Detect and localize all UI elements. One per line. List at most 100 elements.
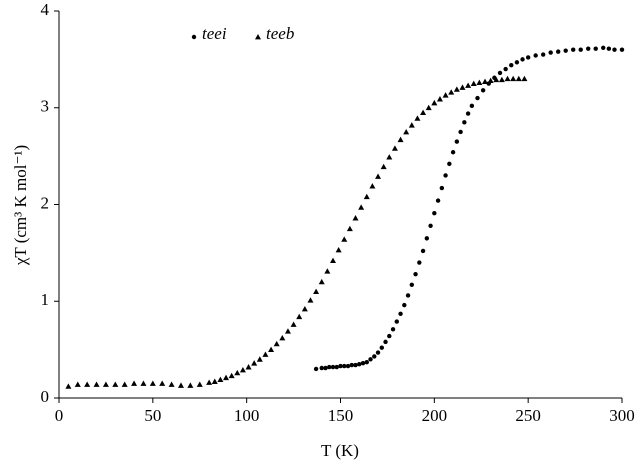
data-point [453, 86, 460, 92]
y-axis-label: χT (cm³ K mol⁻¹) [11, 145, 30, 266]
x-axis-label: T (K) [321, 441, 359, 460]
data-point [313, 288, 320, 294]
data-point [223, 374, 230, 381]
data-point [458, 129, 463, 135]
legend-label: teeb [266, 24, 294, 43]
data-point [413, 271, 418, 277]
data-point [217, 376, 224, 383]
data-point [149, 380, 156, 386]
x-tick-label: 200 [422, 406, 448, 425]
data-point [405, 293, 411, 298]
data-point [548, 50, 553, 55]
data-point [369, 183, 376, 189]
data-point [428, 223, 433, 228]
data-point [408, 122, 415, 128]
data-point [121, 381, 128, 387]
data-point [168, 381, 175, 387]
data-point [372, 354, 377, 359]
x-tick-label: 300 [609, 406, 635, 425]
data-point [397, 136, 404, 143]
data-point [476, 79, 483, 85]
data-point [514, 60, 520, 65]
data-point [465, 111, 471, 116]
data-point [436, 96, 443, 102]
data-point [425, 104, 432, 111]
data-point [206, 379, 213, 385]
data-point [284, 328, 291, 334]
data-point [262, 351, 269, 357]
data-point [358, 204, 365, 210]
x-tick-label: 50 [144, 406, 161, 425]
data-point [368, 357, 373, 362]
data-point [503, 66, 508, 72]
data-point [102, 381, 109, 387]
data-point [379, 345, 384, 350]
data-point [360, 360, 366, 366]
data-point [571, 47, 576, 52]
data-point [338, 363, 343, 369]
legend-marker [255, 34, 261, 40]
data-point [586, 46, 591, 51]
data-point [140, 380, 147, 386]
data-point [435, 198, 441, 203]
data-point [345, 363, 351, 369]
data-point [510, 75, 517, 82]
data-point [420, 109, 427, 115]
data-point [521, 75, 528, 82]
data-point [462, 120, 467, 125]
data-point [601, 45, 606, 50]
data-point [394, 319, 399, 324]
y-tick-label: 4 [41, 0, 50, 19]
x-tick-label: 0 [55, 406, 64, 425]
data-point [323, 365, 328, 371]
data-point [177, 382, 184, 388]
data-point [470, 80, 477, 86]
data-point [112, 381, 119, 387]
data-point [439, 185, 445, 191]
data-point [448, 89, 455, 95]
data-point [443, 173, 448, 178]
data-point [540, 52, 546, 57]
data-point [296, 313, 303, 320]
data-point [402, 302, 407, 308]
data-point [380, 163, 387, 170]
x-tick-label: 100 [234, 406, 260, 425]
data-point [593, 46, 598, 51]
data-point [391, 145, 398, 151]
data-point [273, 340, 280, 347]
data-point [432, 211, 437, 216]
data-point [330, 364, 336, 370]
data-point [450, 150, 456, 155]
data-point [196, 381, 203, 387]
data-point [301, 305, 308, 312]
data-point [268, 346, 275, 353]
data-point [459, 84, 466, 90]
data-point [612, 47, 617, 52]
data-point [307, 297, 314, 303]
data-point [234, 369, 241, 376]
data-point [447, 161, 452, 167]
data-point [290, 321, 297, 327]
data-point [390, 327, 396, 332]
data-point [520, 57, 525, 62]
data-point [375, 350, 381, 355]
data-point [363, 193, 370, 200]
data-point [387, 333, 392, 339]
legend-label: teei [202, 24, 227, 43]
data-point [324, 268, 331, 274]
data-point [606, 46, 612, 51]
data-point [509, 62, 514, 68]
data-point [65, 383, 72, 389]
data-point [555, 49, 561, 54]
data-point [364, 360, 369, 365]
data-point [251, 360, 258, 366]
data-point [329, 257, 336, 264]
data-point [341, 236, 348, 242]
data-point [515, 75, 522, 82]
data-point [386, 154, 393, 160]
data-point [533, 53, 538, 58]
data-point [465, 82, 472, 88]
data-point [327, 364, 332, 370]
data-point [493, 76, 500, 83]
data-point [417, 260, 422, 265]
